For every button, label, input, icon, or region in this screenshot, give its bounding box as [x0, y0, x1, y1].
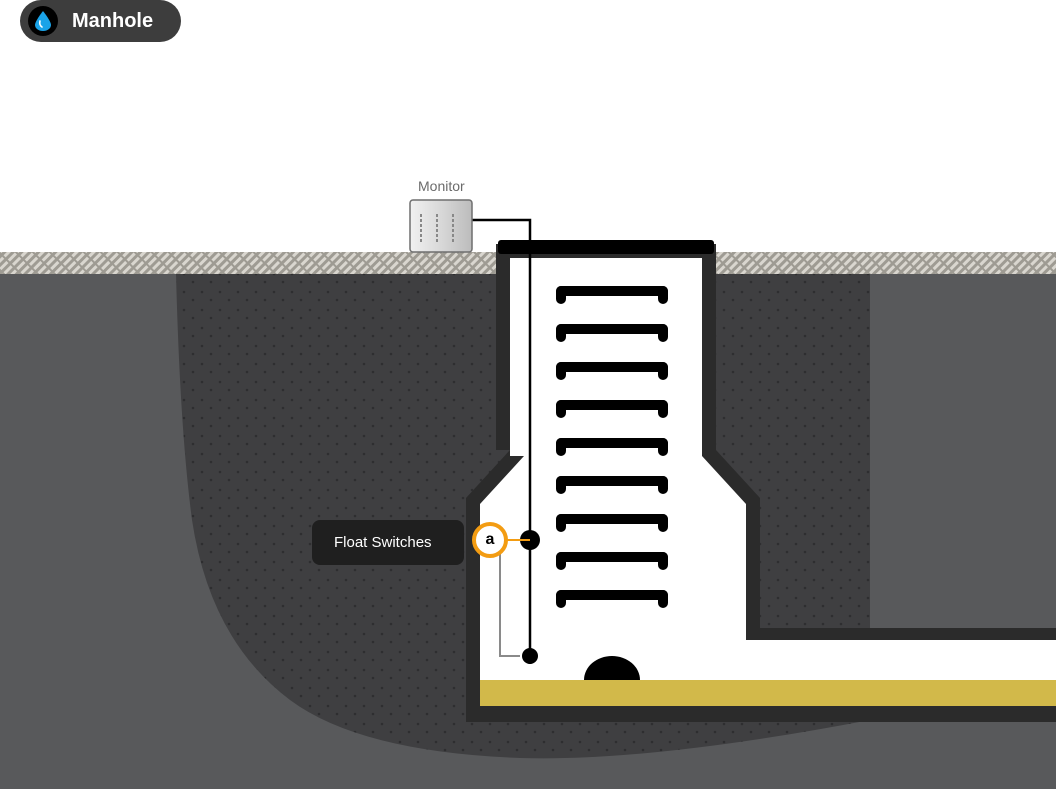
float-switches-label: Float Switches: [334, 534, 432, 551]
float-switch-lower: [522, 648, 538, 664]
float-switches-callout: Float Switches: [312, 520, 464, 565]
water-level: [480, 680, 1056, 706]
monitor-label: Monitor: [418, 178, 465, 194]
scene-svg: [0, 0, 1056, 789]
water-drop-icon: [28, 6, 58, 36]
diagram-stage: Manhole Mo: [0, 0, 1056, 789]
callout-marker-a: a: [472, 522, 508, 558]
header-title: Manhole: [72, 10, 153, 33]
monitor-device: [410, 200, 472, 252]
callout-letter: a: [486, 531, 495, 549]
header-badge: Manhole: [20, 0, 181, 42]
